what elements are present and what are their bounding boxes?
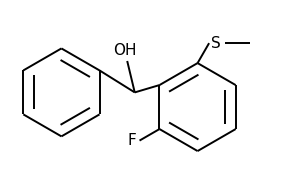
Text: S: S xyxy=(211,36,221,51)
Text: F: F xyxy=(128,133,136,148)
Text: OH: OH xyxy=(113,43,137,58)
